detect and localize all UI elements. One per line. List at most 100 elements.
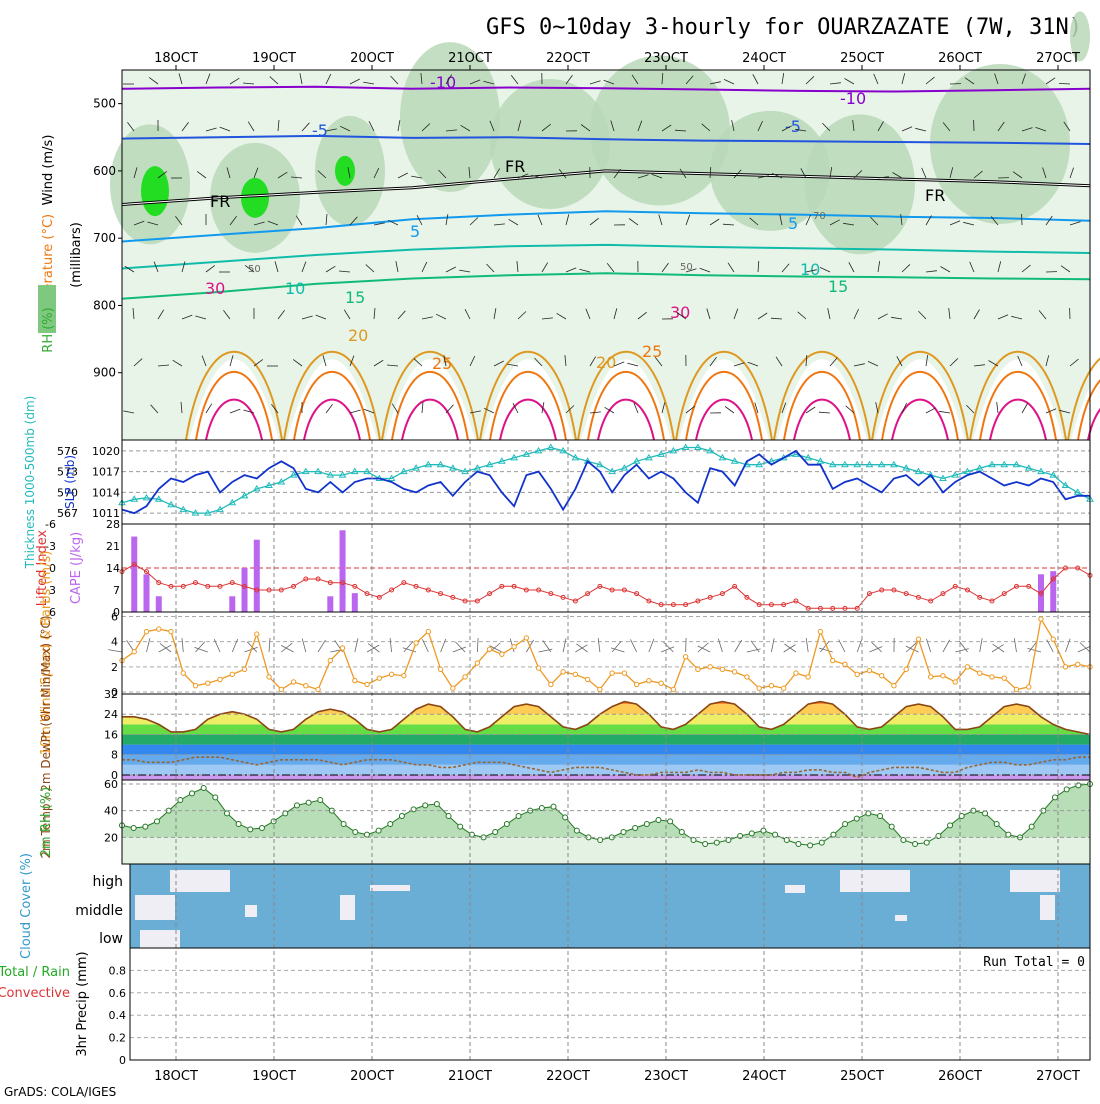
contour-label: -10 <box>430 73 456 92</box>
cape-bar <box>144 574 150 612</box>
contour-label: 10 <box>800 260 820 279</box>
time-label-top: 26OCT <box>938 51 982 66</box>
wind-speed-point <box>585 677 589 681</box>
cloud-clear-patch <box>1010 870 1060 892</box>
wind-speed-point <box>218 677 222 681</box>
rh2m-base <box>122 837 1090 864</box>
cloud-clear-patch <box>1040 895 1055 920</box>
rh2m-point <box>889 824 894 829</box>
rh2m-point <box>761 828 766 833</box>
wind-speed-point <box>377 676 381 680</box>
cloud-layer-label: middle <box>75 903 123 919</box>
contour-label: 30 <box>205 279 225 298</box>
contour-label: 20 <box>348 326 368 345</box>
wind-speed-point <box>978 671 982 675</box>
wind-speed-point <box>598 687 602 691</box>
rh2m-point <box>178 798 183 803</box>
wind-speed-point <box>843 662 847 666</box>
time-label-bottom: 22OCT <box>546 1069 590 1084</box>
wind-speed-point <box>255 632 259 636</box>
wind-barb-10m <box>718 639 722 652</box>
rh2m-point <box>598 838 603 843</box>
time-label-bottom: 25OCT <box>840 1069 884 1084</box>
rh2m-point <box>434 802 439 807</box>
wind-speed-point <box>953 680 957 684</box>
wind-speed-point <box>402 673 406 677</box>
cape-tick-label: 28 <box>106 518 120 531</box>
rh2m-point <box>913 842 918 847</box>
wind-speed-point <box>659 681 663 685</box>
rh2m-point <box>983 811 988 816</box>
wind-speed-point <box>500 652 504 656</box>
contour-label: -10 <box>840 89 866 108</box>
precip-tick-label: 0.4 <box>109 1009 127 1022</box>
wind-speed-point <box>365 682 369 686</box>
cloud-clear-patch <box>840 870 870 892</box>
run-total-label: Run Total = 0 <box>983 955 1085 970</box>
wind-barb-10m <box>857 639 862 652</box>
rh2m-point <box>644 822 649 827</box>
wind-speed-point <box>1014 687 1018 691</box>
wind-barb-10m <box>1065 639 1070 652</box>
time-label-bottom: 26OCT <box>938 1069 982 1084</box>
contour-label: 15 <box>345 288 365 307</box>
rh2m-point <box>388 822 393 827</box>
rh2m-point <box>259 826 264 831</box>
wind-speed-point <box>929 675 933 679</box>
wind-speed-point <box>132 650 136 654</box>
temp-band <box>122 724 1090 734</box>
rh2m-point <box>318 798 323 803</box>
wind-speed-point <box>1002 676 1006 680</box>
wind-barb-10m <box>926 639 930 652</box>
cloud-layer-label: low <box>99 931 123 947</box>
wind-speed-point <box>487 647 491 651</box>
wind-speed-point <box>169 629 173 633</box>
slp-tick-label: 1014 <box>92 486 120 499</box>
rh2m-point <box>574 828 579 833</box>
rh2m-point <box>831 832 836 837</box>
rh2m-point <box>714 840 719 845</box>
wind-barb-10m <box>477 638 478 652</box>
wind-speed-point <box>561 670 565 674</box>
cape-tick-label: 14 <box>106 562 120 575</box>
rh2m-point <box>1064 787 1069 792</box>
temp-band <box>122 734 1090 744</box>
time-label-top: 19OCT <box>252 51 296 66</box>
contour-label: 50 <box>680 262 693 273</box>
lifted-index-line <box>122 564 1090 608</box>
wind-barb-10m <box>232 639 237 652</box>
cape-bar <box>229 596 235 612</box>
rh2m-point <box>773 832 778 837</box>
wind-speed-point <box>267 675 271 679</box>
rh2m-point <box>563 815 568 820</box>
wind-speed-point <box>144 629 148 633</box>
wind-speed-point <box>291 680 295 684</box>
time-label-top: 27OCT <box>1036 51 1080 66</box>
contour-label: 20 <box>596 353 616 372</box>
wind-speed-point <box>818 629 822 633</box>
wind-speed-point <box>328 658 332 662</box>
time-label-top: 25OCT <box>840 51 884 66</box>
wind-speed-point <box>720 667 724 671</box>
pressure-tick-label: 900 <box>93 366 116 380</box>
time-label-top: 18OCT <box>154 51 198 66</box>
temp-band <box>122 775 1090 780</box>
wind-speed-line <box>122 619 1090 690</box>
rh2m-point <box>784 838 789 843</box>
time-label-bottom: 23OCT <box>644 1069 688 1084</box>
wind-speed-point <box>806 675 810 679</box>
cape-bar <box>340 530 346 612</box>
rh2m-point <box>901 838 906 843</box>
rh2m-point <box>143 824 148 829</box>
temp-tick-label: 16 <box>104 728 118 741</box>
wind-speed-point <box>745 675 749 679</box>
rh2m-point <box>131 826 136 831</box>
precip-legend-convective: Convective <box>0 986 70 1001</box>
cape-bar <box>131 537 137 612</box>
wind-speed-point <box>696 667 700 671</box>
time-label-top: 24OCT <box>742 51 786 66</box>
contour-label: 30 <box>670 303 690 322</box>
wind-barb-10m <box>214 639 220 652</box>
rh2m-point <box>306 800 311 805</box>
